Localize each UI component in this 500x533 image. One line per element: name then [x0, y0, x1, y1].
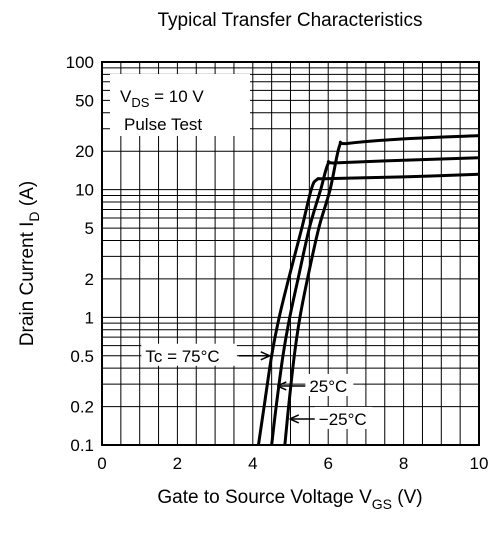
x-tick-label: 0	[97, 454, 106, 473]
conditions-box	[110, 74, 250, 136]
x-tick-label: 10	[470, 454, 489, 473]
y-tick-label: 1	[85, 308, 94, 327]
y-tick-label: 10	[75, 181, 94, 200]
annotation-label-2: −25°C	[319, 410, 367, 429]
plot-frame	[101, 61, 480, 446]
y-axis-label: Drain Current ID (A)	[17, 181, 42, 346]
series-curve-1	[270, 156, 480, 446]
annotation-arrowhead-2	[289, 414, 300, 424]
annotation-box-2	[314, 406, 373, 429]
condition-pulse-test: Pulse Test	[124, 115, 202, 134]
y-tick-label: 2	[85, 270, 94, 289]
plot-curves	[256, 134, 480, 446]
x-tick-label: 6	[323, 454, 332, 473]
plot-labels: 0 2 4 6 8 10 0.1 0.2 0.5 1 2 5 10 20 50 100 VDS = 10 V Pu…	[17, 53, 488, 512]
annotation-arrowhead-1	[277, 381, 287, 391]
annotation-box-0	[141, 343, 237, 366]
chart-title: Typical Transfer Characteristics	[157, 10, 422, 31]
y-tick-label: 0.2	[70, 398, 94, 417]
series-curve-0	[256, 172, 480, 446]
annotation-box-1	[305, 373, 354, 396]
x-tick-label: 8	[399, 454, 408, 473]
y-tick-label: 100	[66, 53, 94, 72]
y-tick-label: 50	[75, 91, 94, 110]
series-curve-2	[283, 134, 480, 446]
condition-vds: VDS = 10 V	[120, 87, 204, 110]
y-tick-label: 20	[75, 142, 94, 161]
y-tick-label: 5	[85, 219, 94, 238]
x-axis-label: Gate to Source Voltage VGS (V)	[157, 487, 422, 512]
x-tick-label: 4	[248, 454, 257, 473]
y-tick-label: 0.1	[70, 436, 94, 455]
x-tick-label: 2	[173, 454, 182, 473]
annotation-arrowhead-0	[260, 351, 271, 361]
y-tick-label: 0.5	[70, 347, 94, 366]
annotation-label-1: 25°C	[309, 377, 347, 396]
annotation-label-0: Tc = 75°C	[145, 347, 219, 366]
